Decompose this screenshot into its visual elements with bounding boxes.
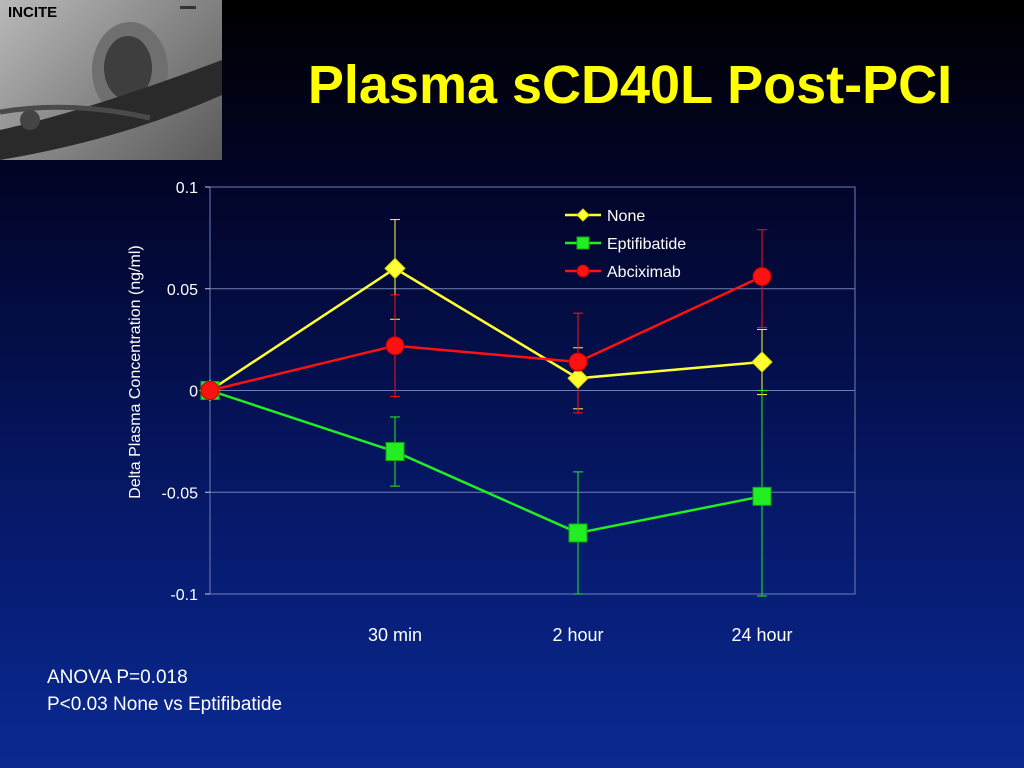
y-tick-label: -0.05 — [162, 485, 199, 502]
data-point-abciximab — [385, 336, 405, 356]
data-point-eptifibatide — [752, 486, 772, 506]
data-point-abciximab — [752, 267, 772, 287]
footnote-anova: ANOVA P=0.018 — [47, 667, 188, 688]
logo-image: INCITE — [0, 0, 222, 160]
series-line-abciximab — [209, 275, 763, 392]
legend-marker-eptifibatide — [576, 236, 590, 250]
logo-label: INCITE — [8, 4, 58, 21]
y-tick-label: 0 — [189, 384, 198, 401]
data-point-eptifibatide — [568, 523, 588, 543]
footnote-comparison: P<0.03 None vs Eptifibatide — [47, 694, 283, 715]
legend-marker-none — [576, 208, 590, 222]
cell-micrograph-image — [0, 6, 222, 160]
legend-marker-abciximab — [576, 264, 590, 278]
x-tick-label: 24 hour — [731, 625, 792, 645]
data-point-eptifibatide — [385, 442, 405, 462]
legend-label-abciximab: Abciximab — [607, 264, 681, 281]
y-tick-label: 0.05 — [167, 282, 198, 299]
data-point-abciximab — [568, 352, 588, 372]
series-line-none — [209, 266, 763, 392]
page-title: Plasma sCD40L Post-PCI — [307, 55, 953, 115]
series-line-eptifibatide — [209, 389, 763, 535]
y-tick-label: 0.1 — [176, 180, 198, 197]
x-tick-label: 30 min — [368, 625, 422, 645]
y-tick-label: -0.1 — [170, 587, 198, 604]
data-point-abciximab — [200, 381, 220, 400]
y-axis-label: Delta Plasma Concentration (ng/ml) — [127, 245, 144, 498]
legend-label-none: None — [607, 208, 645, 225]
x-tick-label: 2 hour — [552, 625, 603, 645]
data-point-none — [567, 367, 589, 389]
data-point-none — [751, 351, 773, 373]
data-point-none — [384, 257, 406, 280]
legend-label-eptifibatide: Eptifibatide — [607, 236, 686, 253]
